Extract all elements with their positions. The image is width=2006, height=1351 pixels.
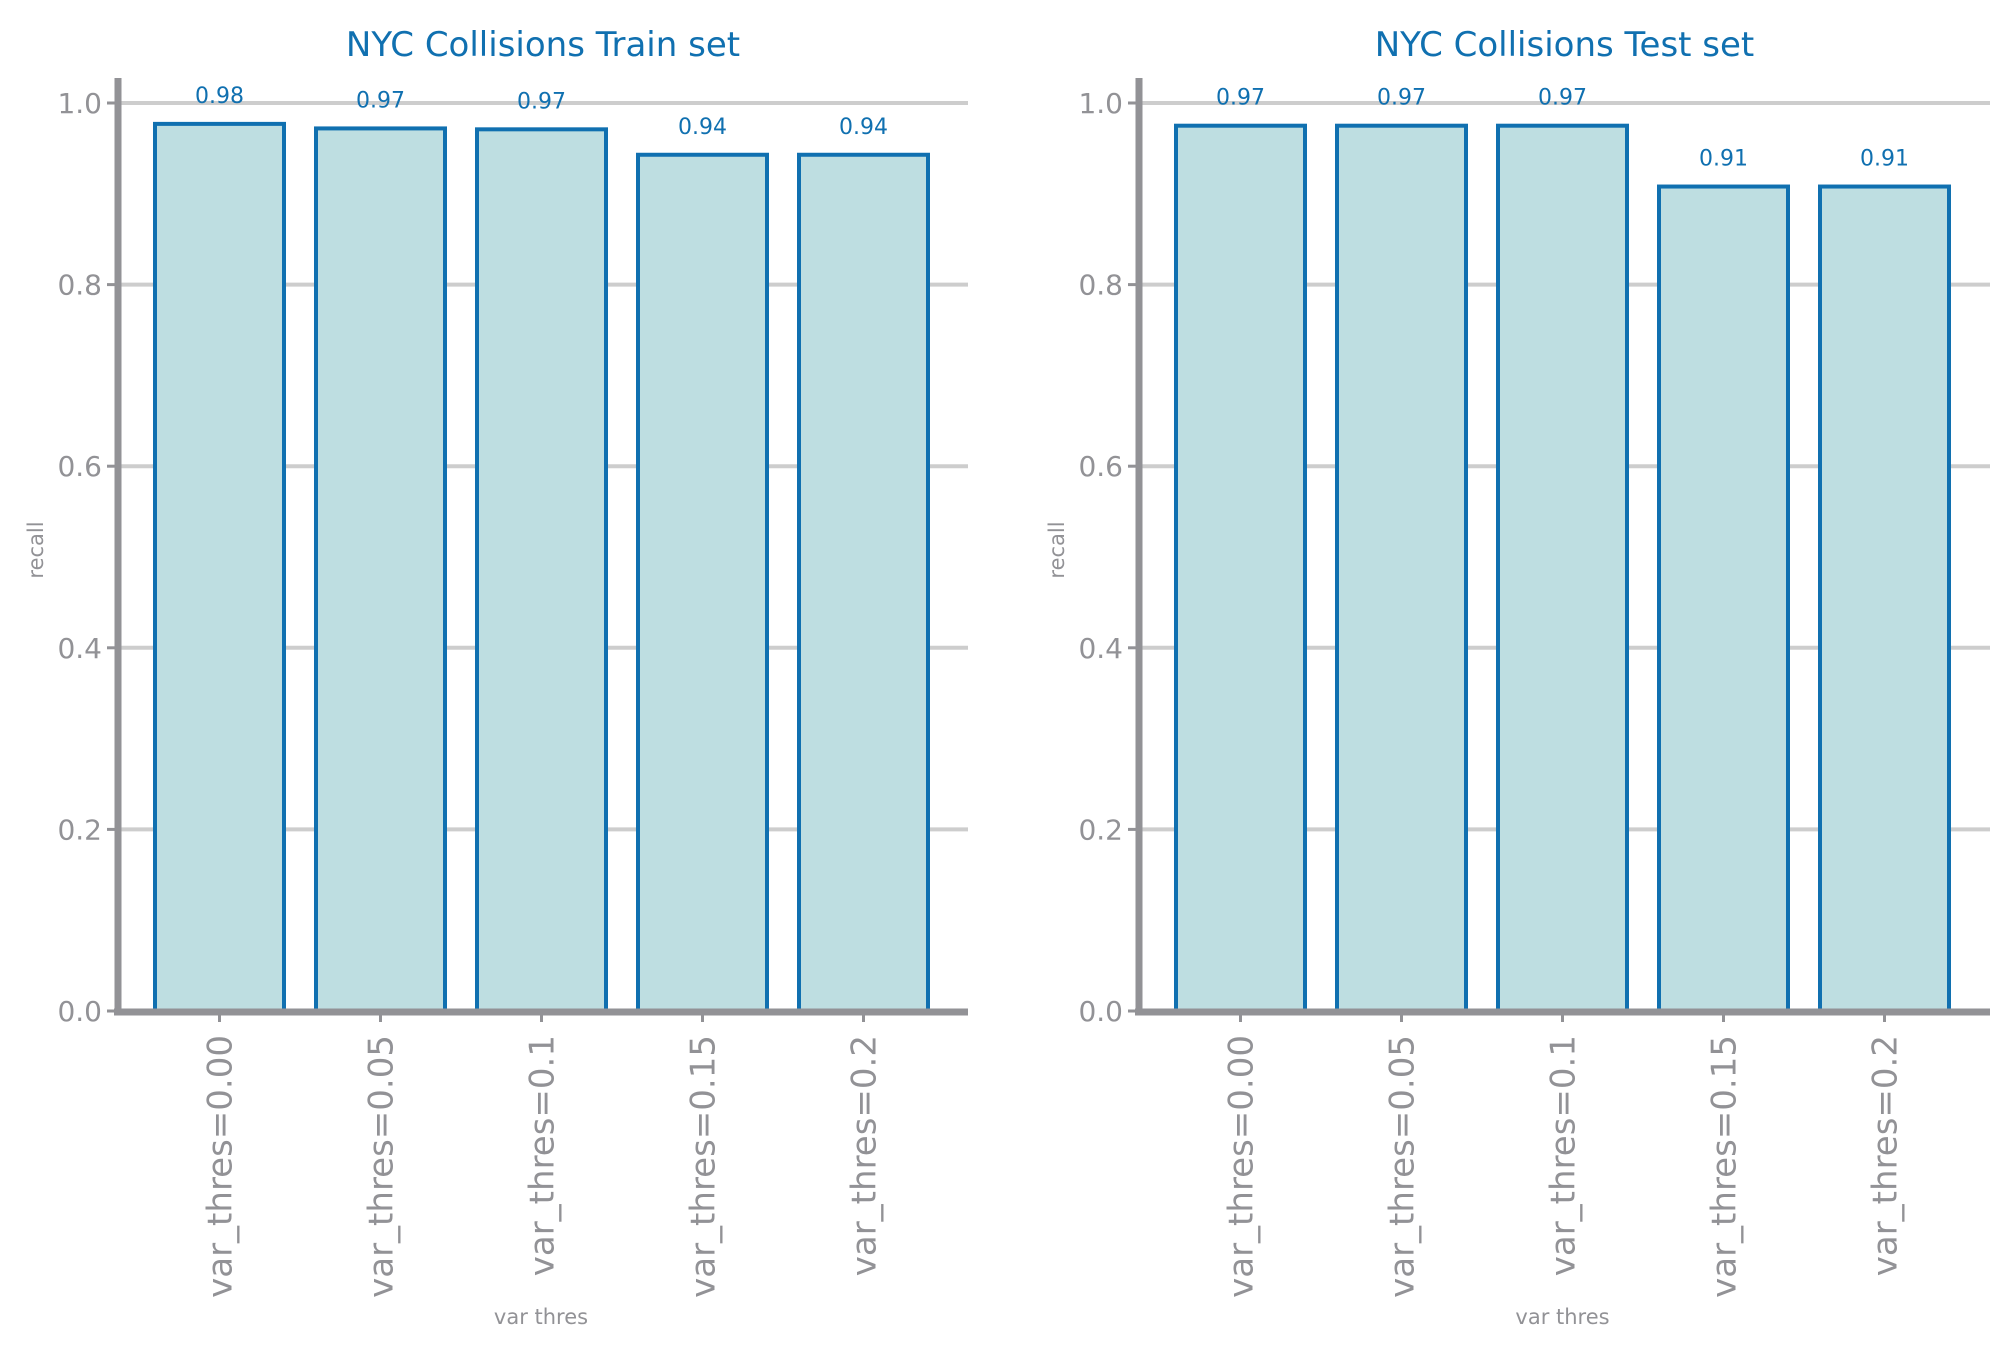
bar-value-label: 0.97	[356, 88, 405, 113]
x-tick-label: var_thres=0.2	[845, 1035, 885, 1276]
bar	[314, 126, 447, 1013]
y-axis-label: recall	[24, 521, 48, 578]
bar-value-label: 0.91	[1860, 147, 1909, 172]
x-tick-label: var_thres=0.05	[1383, 1035, 1423, 1298]
data-labels: 0.97 0.97 0.97 0.91 0.91	[1216, 86, 1909, 172]
x-tick-label: var_thres=0.00	[201, 1035, 241, 1298]
bars	[1174, 123, 1951, 1013]
x-tick-labels: var_thres=0.00 var_thres=0.05 var_thres=0.…	[201, 1011, 885, 1298]
bar-value-label: 0.97	[1216, 86, 1265, 111]
bar-value-label: 0.98	[195, 84, 244, 109]
x-tick-label: var_thres=0.1	[1544, 1035, 1584, 1276]
x-tick-label: var_thres=0.15	[1705, 1035, 1745, 1298]
bar	[636, 152, 769, 1014]
chart-title: NYC Collisions Train set	[346, 25, 740, 65]
y-tick-label: 0.2	[1078, 813, 1123, 846]
y-tick-label: 0.4	[1078, 632, 1123, 665]
bar-value-label: 0.94	[839, 115, 888, 140]
y-tick-label: 0.0	[1078, 995, 1123, 1028]
x-tick-label: var_thres=0.05	[362, 1035, 402, 1298]
chart-title: NYC Collisions Test set	[1375, 25, 1755, 65]
bar	[1174, 123, 1307, 1013]
y-axis-label: recall	[1045, 521, 1069, 578]
bar	[1818, 184, 1951, 1013]
train-set-chart: NYC Collisions Train set recall var thre…	[24, 25, 968, 1329]
bar-value-label: 0.94	[678, 115, 727, 140]
test-set-chart: NYC Collisions Test set recall var thres…	[1045, 25, 1990, 1329]
bar-value-label: 0.97	[517, 89, 566, 114]
data-labels: 0.98 0.97 0.97 0.94 0.94	[195, 84, 888, 140]
bar	[475, 127, 608, 1014]
y-tick-label: 1.0	[1078, 87, 1123, 120]
y-tick-label: 0.8	[1078, 269, 1123, 302]
y-tick-label: 0.0	[57, 995, 102, 1028]
bar	[1657, 184, 1790, 1013]
x-tick-label: var_thres=0.00	[1222, 1035, 1262, 1298]
x-axis-label: var thres	[494, 1305, 588, 1329]
bars	[153, 121, 930, 1014]
bar	[153, 121, 286, 1014]
bar	[1496, 123, 1629, 1013]
bar	[1335, 123, 1468, 1013]
x-axis-label: var thres	[1515, 1305, 1609, 1329]
y-tick-label: 0.6	[1078, 450, 1123, 483]
bar	[797, 152, 930, 1014]
x-tick-label: var_thres=0.1	[523, 1035, 563, 1276]
y-tick-label: 0.6	[57, 450, 102, 483]
y-tick-label: 0.2	[57, 813, 102, 846]
y-tick-labels: 0.0 0.2 0.4 0.6 0.8 1.0	[1078, 87, 1139, 1028]
y-tick-label: 1.0	[57, 87, 102, 120]
y-tick-label: 0.4	[57, 632, 102, 665]
x-tick-label: var_thres=0.15	[684, 1035, 724, 1298]
y-tick-label: 0.8	[57, 269, 102, 302]
x-tick-label: var_thres=0.2	[1866, 1035, 1906, 1276]
x-tick-labels: var_thres=0.00 var_thres=0.05 var_thres=0.…	[1222, 1011, 1906, 1298]
bar-value-label: 0.91	[1699, 147, 1748, 172]
y-tick-labels: 0.0 0.2 0.4 0.6 0.8 1.0	[57, 87, 118, 1028]
bar-value-label: 0.97	[1377, 86, 1426, 111]
bar-value-label: 0.97	[1538, 86, 1587, 111]
